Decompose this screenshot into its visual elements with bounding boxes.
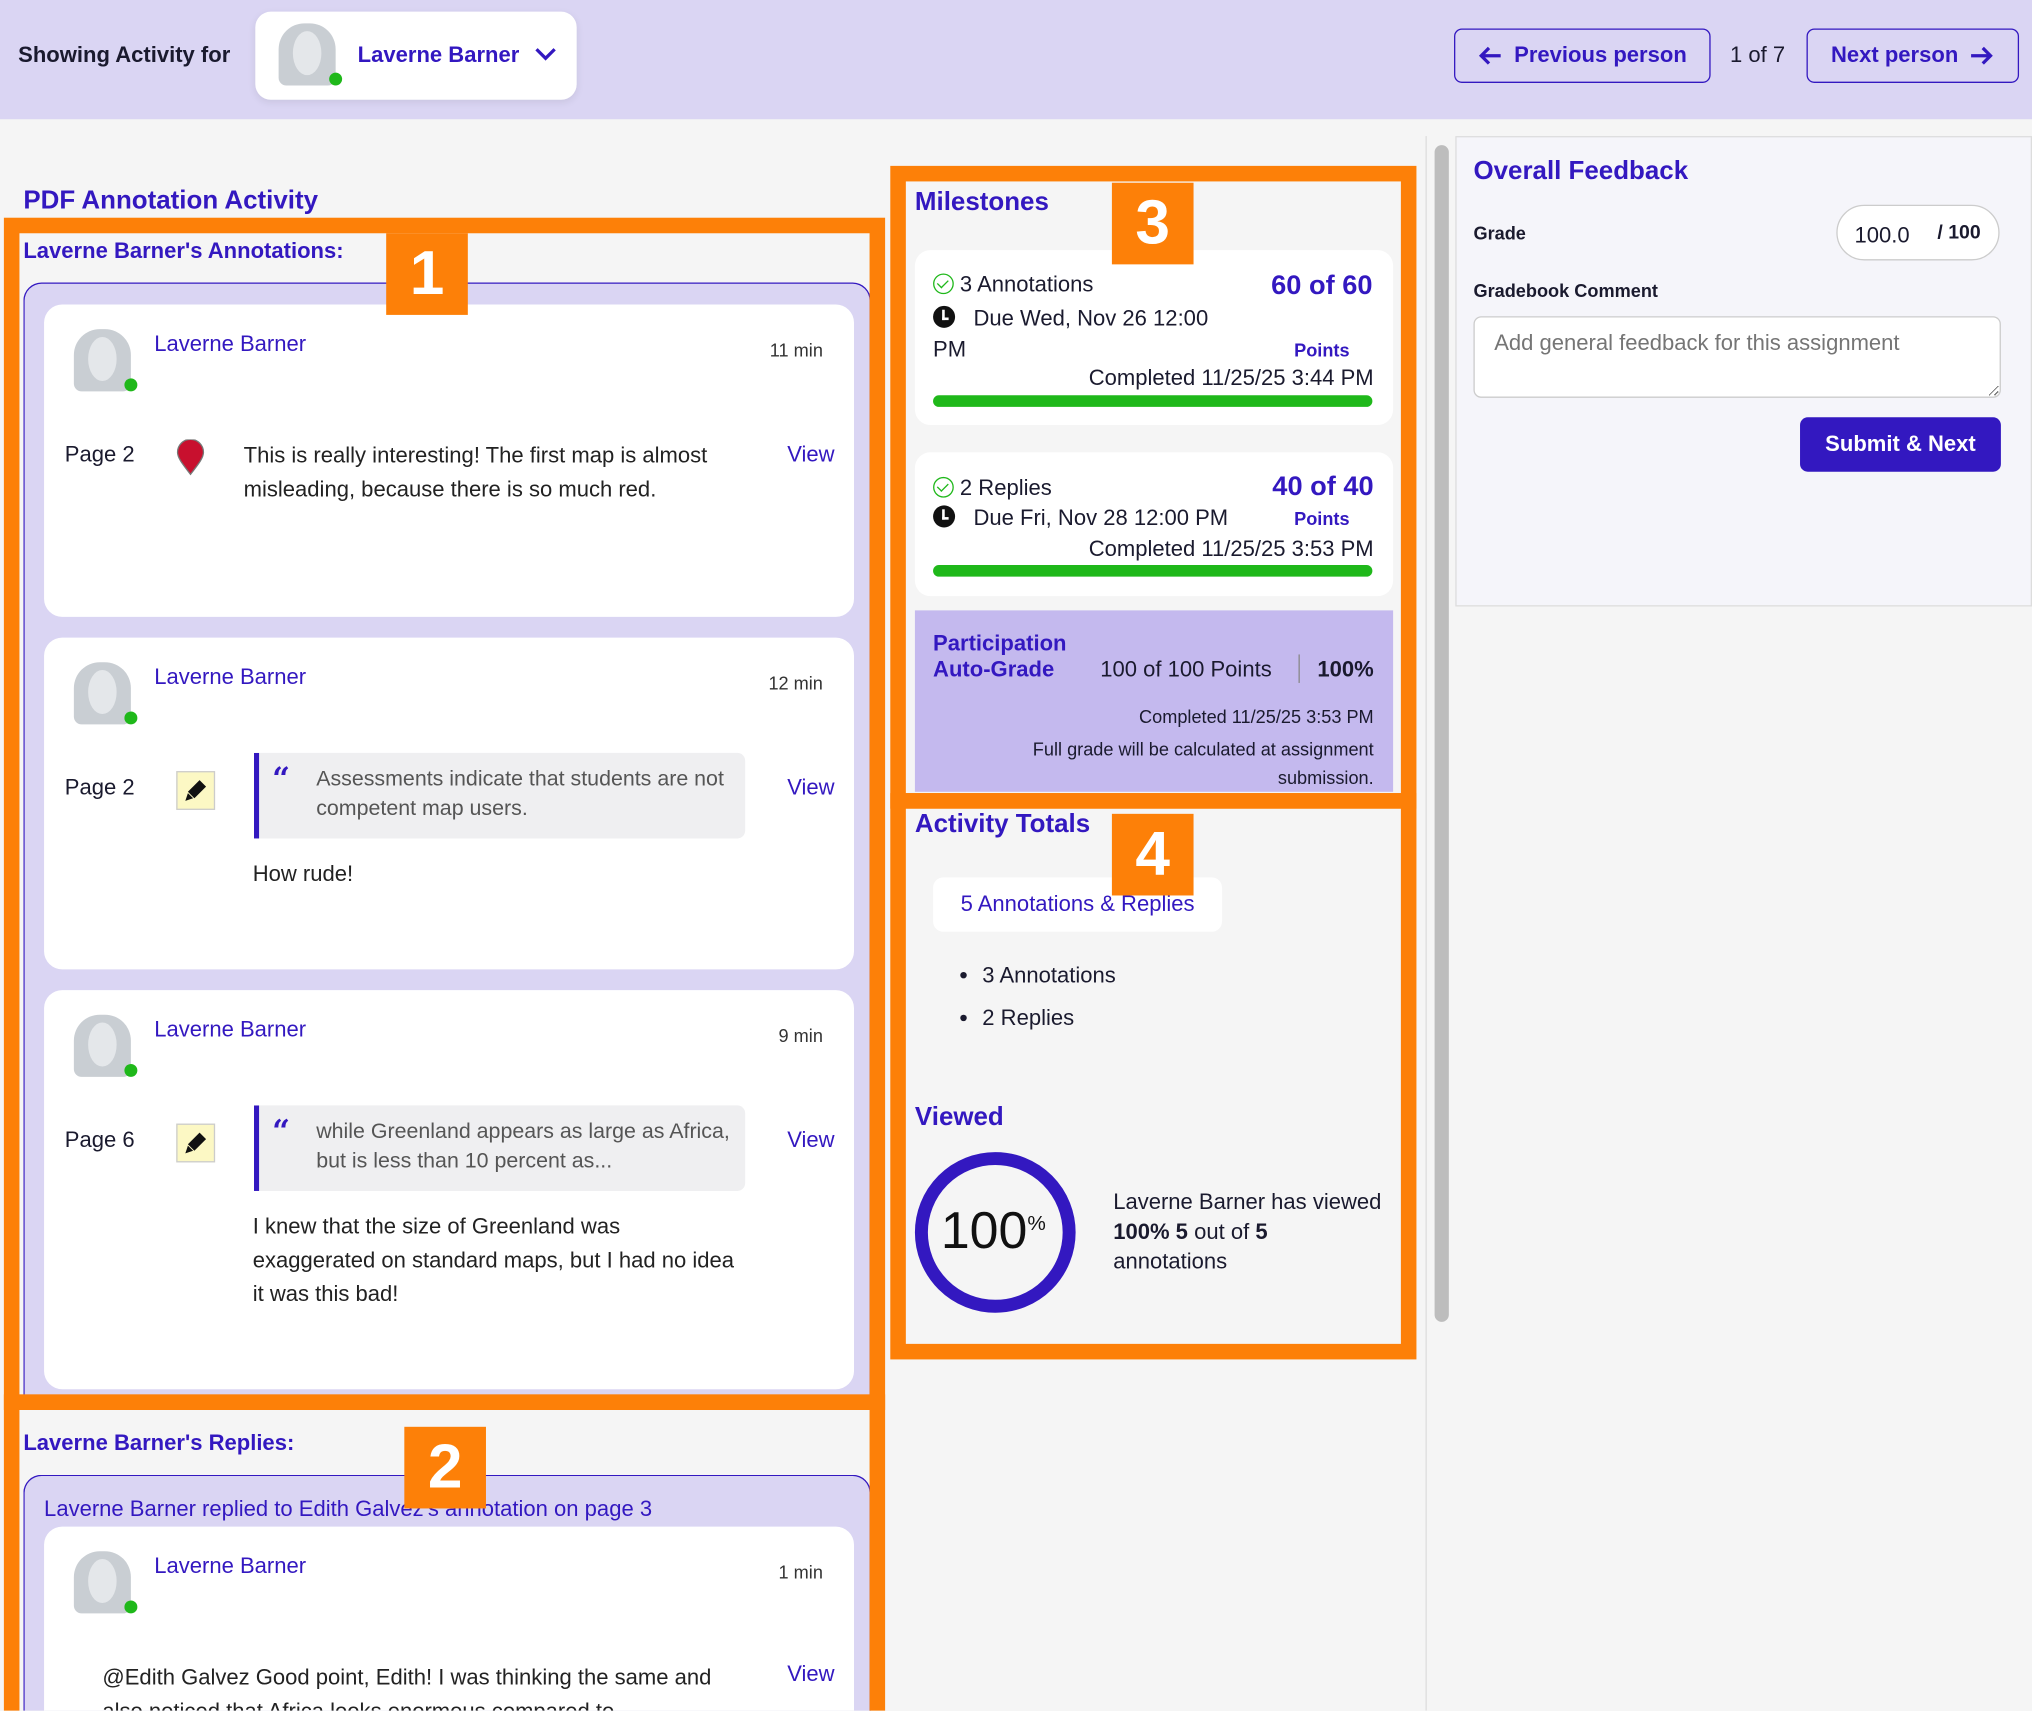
overall-feedback-panel: Overall Feedback Grade 100.0 / 100 Grade… — [1455, 136, 2032, 607]
gradebook-comment-input[interactable] — [1473, 316, 2001, 398]
avatar — [70, 329, 138, 394]
participation-points: 100 of 100 Points — [1100, 657, 1272, 682]
annotation-card: Laverne Barner 12 min Page 2 “Assessment… — [44, 637, 855, 970]
totals-item: 3 Annotations — [982, 954, 1116, 997]
quoted-text: “Assessments indicate that students are … — [254, 752, 746, 839]
milestone-progress-bar — [933, 395, 1373, 407]
timestamp: 11 min — [769, 339, 823, 361]
timestamp: 9 min — [778, 1025, 823, 1046]
milestone-label: 3 Annotations — [959, 272, 1094, 297]
annotation-text: I knew that the size of Greenland was ex… — [252, 1214, 735, 1307]
reply-card: Laverne Barner 1 min @Edith Galvez Good … — [44, 1526, 855, 1711]
check-circle-icon — [933, 476, 954, 498]
divider — [1425, 136, 1427, 1711]
annotation-text: This is really interesting! The first ma… — [243, 443, 708, 502]
quote-icon: “ — [272, 759, 291, 797]
activity-totals-title: Activity Totals — [914, 809, 1091, 839]
map-pin-icon — [176, 439, 205, 476]
author-name[interactable]: Laverne Barner — [154, 664, 307, 690]
view-link[interactable]: View — [787, 774, 835, 800]
timestamp: 12 min — [768, 672, 823, 694]
showing-activity-label: Showing Activity for — [18, 42, 231, 68]
milestone-score: 60 of 60 — [1271, 270, 1373, 301]
milestone-label: 2 Replies — [959, 475, 1052, 501]
check-circle-icon — [933, 273, 954, 295]
view-link[interactable]: View — [787, 441, 835, 467]
feedback-title: Overall Feedback — [1473, 156, 1689, 186]
clock-icon — [933, 505, 956, 528]
view-link[interactable]: View — [787, 1127, 835, 1153]
avatar — [70, 662, 138, 727]
page-label: Page 2 — [64, 441, 135, 467]
milestones-title: Milestones — [914, 187, 1049, 217]
scrollbar-thumb[interactable] — [1434, 145, 1449, 1322]
milestone-due: Due Wed, Nov 26 12:00 PM — [933, 305, 1209, 362]
callout-badge: 2 — [404, 1426, 486, 1509]
author-name[interactable]: Laverne Barner — [154, 331, 307, 357]
milestone-completed: Completed 11/25/25 3:44 PM — [1088, 365, 1374, 391]
milestone-score: 40 of 40 — [1272, 471, 1374, 502]
totals-list: 3 Annotations 2 Replies — [982, 954, 1116, 1040]
callout-badge: 3 — [1111, 182, 1194, 265]
totals-item: 2 Replies — [982, 997, 1116, 1040]
grade-label: Grade — [1473, 222, 1526, 244]
participation-title: Participation Auto-Grade — [933, 631, 1067, 682]
highlighter-icon — [176, 1123, 216, 1163]
points-label: Points — [1294, 339, 1350, 361]
participation-percent: 100% — [1317, 657, 1374, 682]
selected-person-name: Laverne Barner — [357, 42, 520, 68]
avatar — [275, 23, 343, 88]
person-selector[interactable]: Laverne Barner — [255, 11, 577, 100]
milestone-progress-bar — [933, 565, 1373, 577]
participation-note: Full grade will be calculated at assignm… — [1032, 738, 1374, 788]
previous-person-label: Previous person — [1514, 42, 1687, 68]
submit-next-button[interactable]: Submit & Next — [1800, 417, 2001, 472]
arrow-right-icon — [1971, 46, 1993, 65]
author-name[interactable]: Laverne Barner — [154, 1553, 307, 1579]
previous-person-button[interactable]: Previous person — [1454, 28, 1711, 83]
participation-completed: Completed 11/25/25 3:53 PM — [1139, 706, 1374, 728]
section-title: PDF Annotation Activity — [23, 186, 319, 216]
grade-max: / 100 — [1937, 221, 1981, 244]
next-person-label: Next person — [1830, 42, 1959, 68]
quote-icon: “ — [272, 1111, 291, 1150]
arrow-left-icon — [1479, 46, 1502, 65]
viewed-title: Viewed — [914, 1102, 1004, 1132]
avatar — [70, 1014, 138, 1080]
grade-input[interactable]: 100.0 / 100 — [1836, 204, 2000, 261]
author-name[interactable]: Laverne Barner — [154, 1017, 307, 1042]
page-label: Page 2 — [64, 774, 135, 800]
replies-heading: Laverne Barner's Replies: — [23, 1430, 295, 1456]
viewed-progress-ring — [914, 1152, 1076, 1313]
viewed-summary: Laverne Barner has viewed 100% 5 out of … — [1113, 1189, 1382, 1274]
quoted-text: “while Greenland appears as large as Afr… — [254, 1105, 746, 1191]
milestone-due: Due Fri, Nov 28 12:00 PM — [973, 505, 1229, 531]
milestone-card: 3 Annotations Due Wed, Nov 26 12:00 PM 6… — [914, 250, 1394, 426]
annotation-text: How rude! — [252, 861, 354, 887]
timestamp: 1 min — [778, 1561, 823, 1583]
reply-text: @Edith Galvez Good point, Edith! I was t… — [102, 1665, 712, 1710]
comment-label: Gradebook Comment — [1473, 279, 1658, 301]
annotation-card: Laverne Barner 9 min Page 6 “while Green… — [44, 990, 855, 1390]
avatar — [70, 1551, 138, 1616]
viewed-percent-value: 100% — [940, 1202, 1046, 1260]
reply-context[interactable]: Laverne Barner replied to Edith Galvez's… — [44, 1496, 653, 1522]
chevron-down-icon — [535, 48, 556, 61]
page-label: Page 6 — [64, 1127, 135, 1153]
milestone-completed: Completed 11/25/25 3:53 PM — [1088, 536, 1374, 562]
callout-badge: 4 — [1111, 813, 1194, 896]
participation-auto-grade: Participation Auto-Grade 100 of 100 Poin… — [914, 610, 1394, 792]
milestone-card: 2 Replies Due Fri, Nov 28 12:00 PM 40 of… — [914, 452, 1394, 597]
highlighter-icon — [176, 771, 216, 810]
annotations-heading: Laverne Barner's Annotations: — [23, 238, 344, 264]
online-status-icon — [329, 72, 343, 86]
annotation-card: Laverne Barner 11 min Page 2 This is rea… — [44, 304, 855, 617]
view-link[interactable]: View — [787, 1661, 835, 1686]
next-person-button[interactable]: Next person — [1806, 28, 2020, 83]
divider — [1298, 654, 1300, 683]
callout-badge: 1 — [386, 233, 468, 315]
points-label: Points — [1294, 508, 1350, 529]
person-position: 1 of 7 — [1730, 42, 1786, 68]
clock-icon — [933, 305, 956, 328]
